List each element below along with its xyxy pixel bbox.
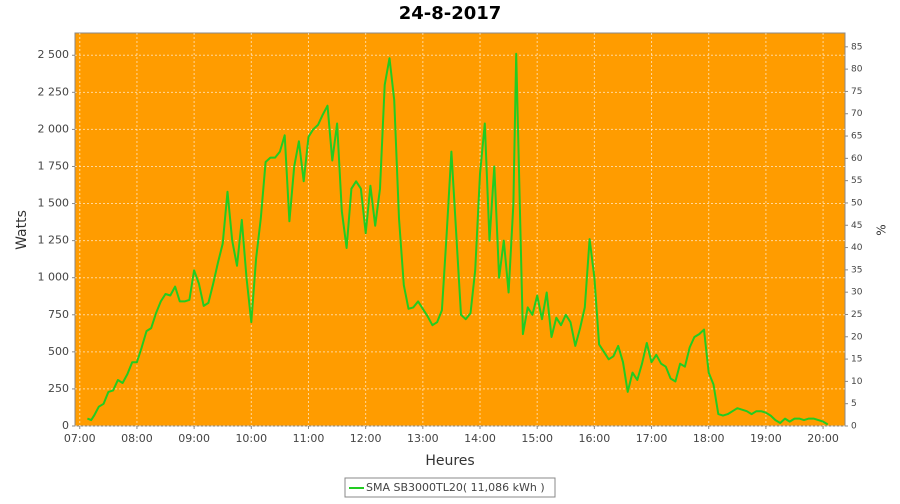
x-tick-label: 10:00 xyxy=(235,432,267,445)
y2-tick-label: 80 xyxy=(851,65,863,75)
y2-tick-label: 50 xyxy=(851,198,863,208)
x-tick-label: 07:00 xyxy=(64,432,96,445)
y2-tick-label: 30 xyxy=(851,288,863,298)
y-tick-label: 1 250 xyxy=(38,234,70,247)
y-tick-label: 500 xyxy=(48,345,69,358)
x-tick-label: 20:00 xyxy=(807,432,839,445)
y-tick-label: 1 000 xyxy=(38,271,70,284)
y-tick-label: 2 000 xyxy=(38,122,70,135)
y2-tick-label: 65 xyxy=(851,132,862,142)
y2-tick-label: 40 xyxy=(851,243,863,253)
x-tick-label: 08:00 xyxy=(121,432,153,445)
y2-tick-label: 35 xyxy=(851,265,862,275)
x-tick-label: 16:00 xyxy=(579,432,611,445)
x-tick-label: 15:00 xyxy=(521,432,553,445)
x-tick-label: 19:00 xyxy=(750,432,782,445)
y-tick-label: 1 750 xyxy=(38,159,70,172)
plot-area xyxy=(74,32,846,427)
y2-tick-label: 25 xyxy=(851,310,862,320)
y2-tick-label: 0 xyxy=(851,422,857,432)
y2-tick-label: 70 xyxy=(851,109,863,119)
y-tick-label: 2 500 xyxy=(38,48,70,61)
y2-tick-label: 45 xyxy=(851,221,862,231)
x-tick-label: 12:00 xyxy=(350,432,382,445)
chart-title: 24-8-2017 xyxy=(399,3,502,24)
y-tick-label: 750 xyxy=(48,308,69,321)
y-tick-label: 250 xyxy=(48,382,69,395)
x-tick-label: 09:00 xyxy=(178,432,210,445)
x-axis-label: Heures xyxy=(425,453,474,469)
x-tick-label: 18:00 xyxy=(693,432,725,445)
y-tick-label: 2 250 xyxy=(38,85,70,98)
y2-tick-label: 10 xyxy=(851,377,863,387)
y2-tick-label: 15 xyxy=(851,355,862,365)
legend xyxy=(344,477,556,498)
x-tick-label: 11:00 xyxy=(293,432,325,445)
y2-tick-label: 55 xyxy=(851,176,862,186)
y2-axis-label: % xyxy=(875,224,889,235)
x-tick-label: 14:00 xyxy=(464,432,496,445)
y2-tick-label: 60 xyxy=(851,154,863,164)
y-tick-label: 1 500 xyxy=(38,197,70,210)
y-tick-label: 0 xyxy=(62,419,69,432)
x-tick-label: 13:00 xyxy=(407,432,439,445)
y2-tick-label: 5 xyxy=(851,399,857,409)
y2-tick-label: 20 xyxy=(851,332,863,342)
legend-label: SMA SB3000TL20( 11,086 kWh ) xyxy=(366,481,545,494)
y2-tick-label: 75 xyxy=(851,87,862,97)
data-line xyxy=(87,52,829,426)
y-axis-label: Watts xyxy=(14,210,30,250)
x-tick-label: 17:00 xyxy=(636,432,668,445)
y2-tick-label: 85 xyxy=(851,42,862,52)
